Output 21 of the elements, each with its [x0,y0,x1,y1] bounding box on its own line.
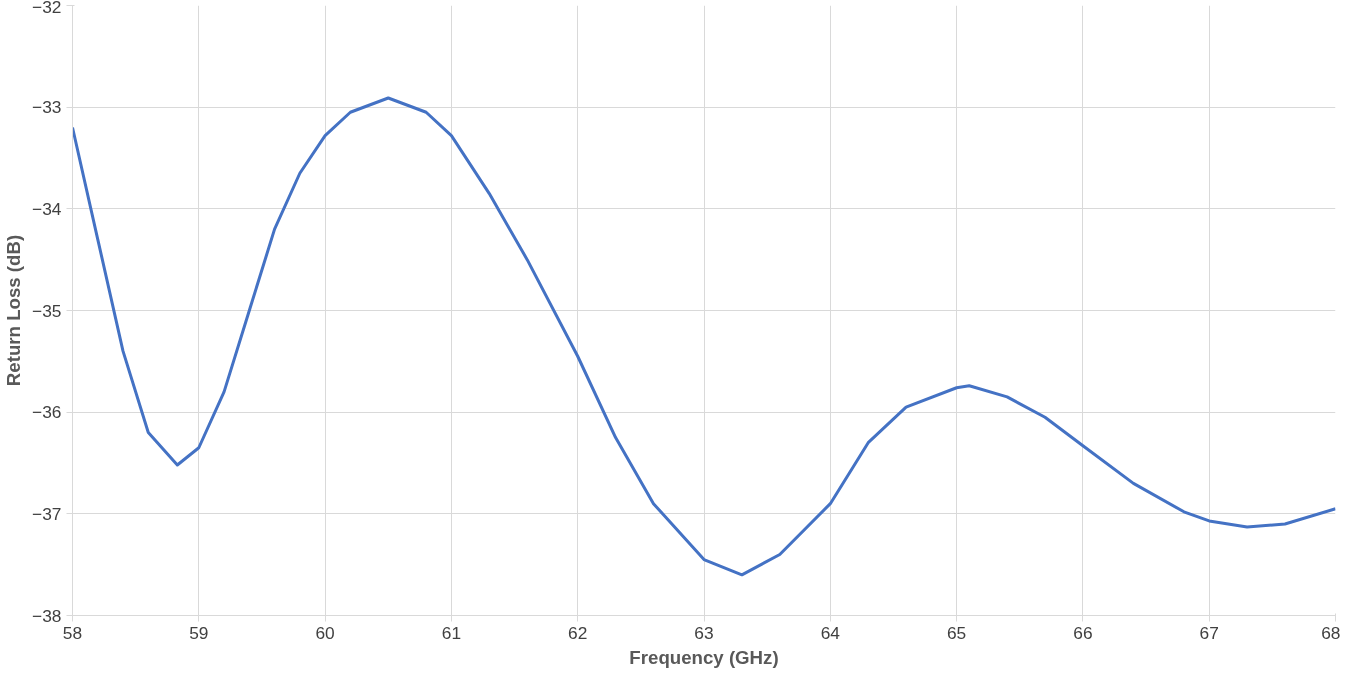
y-tick-label: −33 [32,97,62,118]
y-tick-label: −36 [32,402,62,423]
y-tick-label: −37 [32,503,62,524]
y-tick-label: −35 [32,300,62,321]
x-tick-label: 62 [568,622,588,643]
x-tick-label: 58 [62,622,83,643]
y-tick-label: −34 [32,198,62,219]
x-tick-label: 65 [946,622,967,643]
x-tick-label: 68 [1321,622,1341,643]
x-tick-label: 66 [1073,622,1093,643]
y-axis-title: Return Loss (dB) [3,234,25,387]
x-tick-label: 67 [1199,622,1219,643]
line-series [72,96,1336,577]
x-tick-label: 63 [694,622,714,643]
y-tick-label: −32 [32,0,62,17]
x-axis-title: Frequency (GHz) [629,646,779,668]
x-tick-label: 60 [315,622,335,643]
x-tick-label: 59 [189,622,209,643]
x-tick-label: 64 [820,622,841,643]
x-tick-label: 61 [441,622,462,643]
y-tick-label: −38 [32,605,62,626]
